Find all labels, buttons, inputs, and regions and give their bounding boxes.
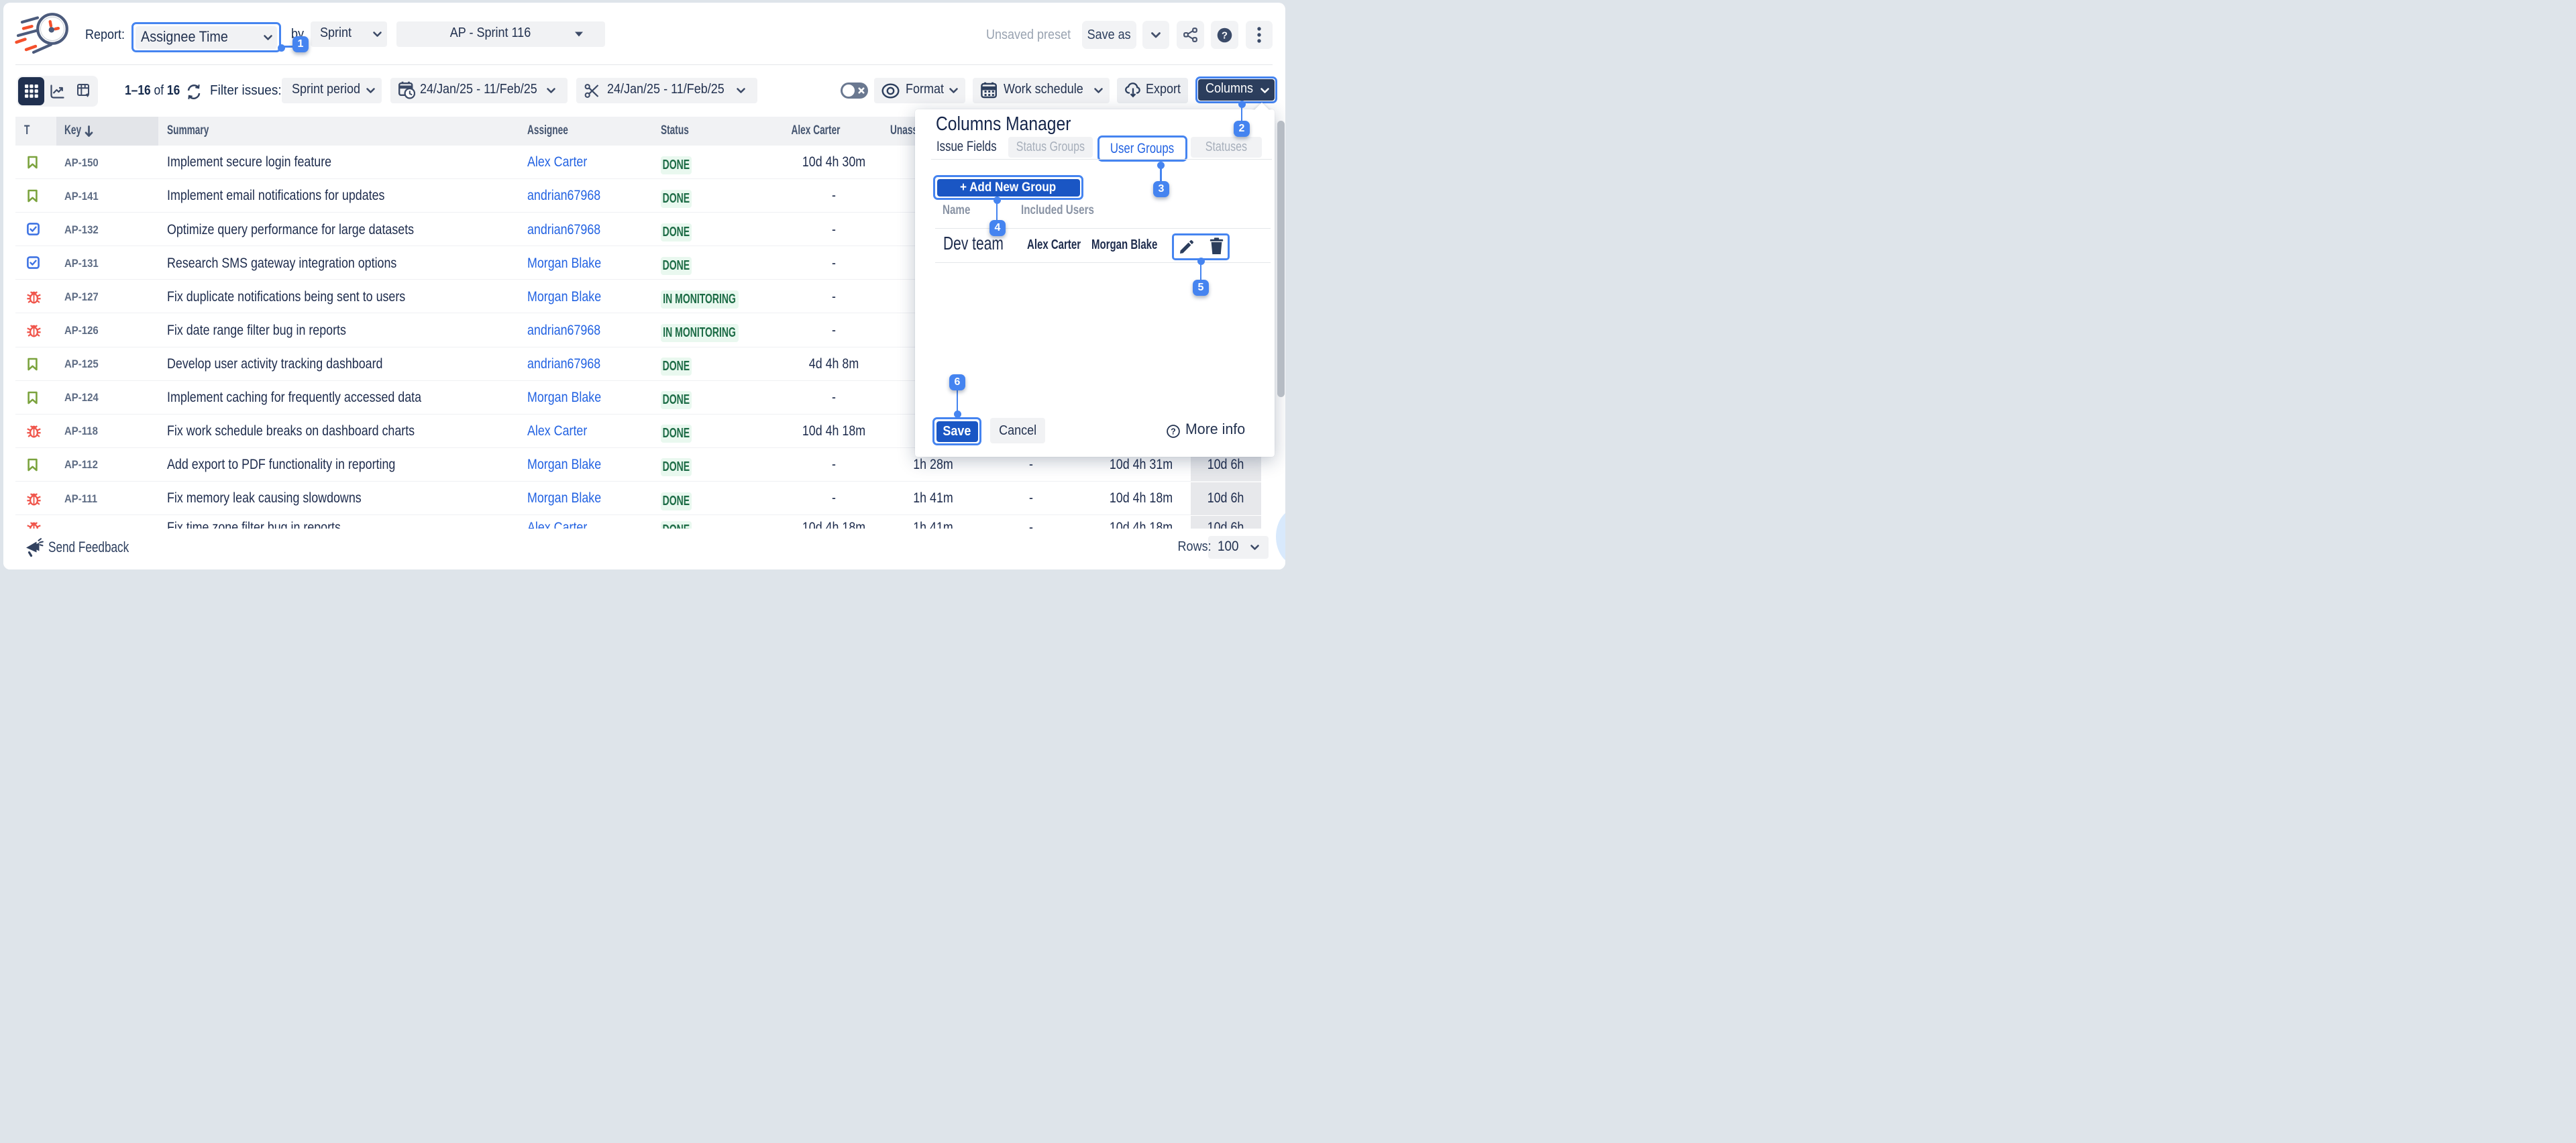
svg-text:?: ?	[1171, 427, 1176, 436]
svg-text:?: ?	[1222, 30, 1228, 41]
